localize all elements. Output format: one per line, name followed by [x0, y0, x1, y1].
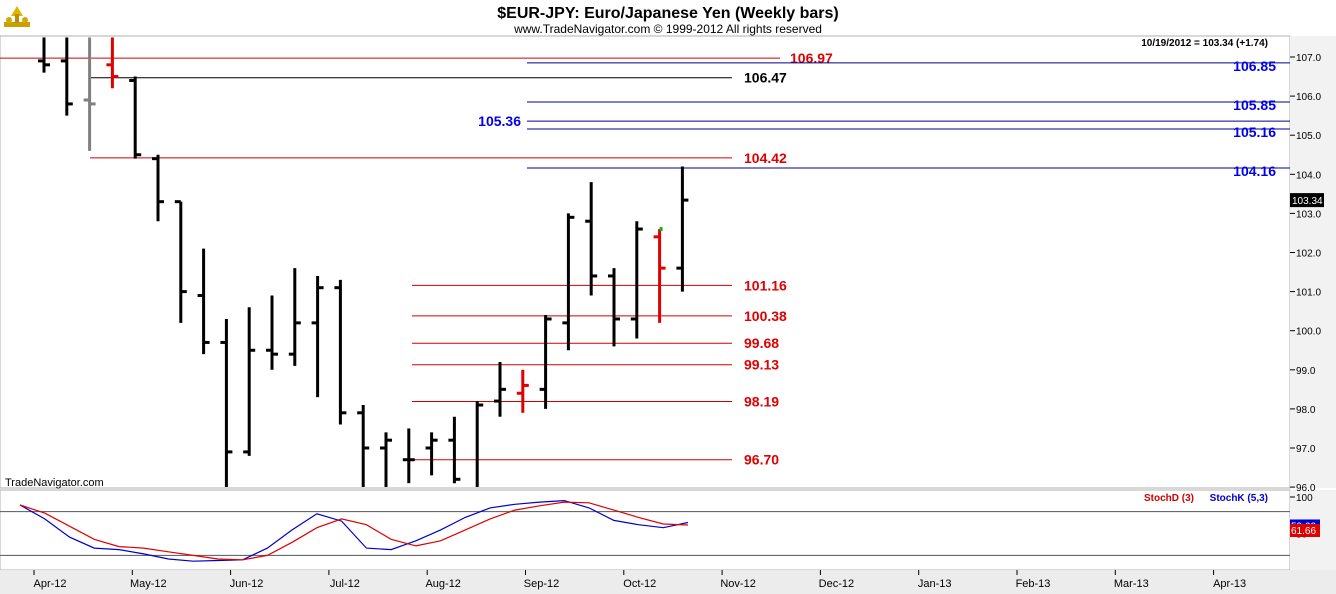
time-tick-label: Mar-13 — [1114, 578, 1149, 590]
time-axis — [0, 570, 1336, 594]
price-bar — [676, 166, 689, 292]
stochastic-panel — [0, 489, 1291, 571]
price-bar — [402, 428, 415, 484]
price-tick-label: 96.0 — [1296, 483, 1316, 494]
price-bar — [380, 432, 392, 487]
level-label-105.85: 105.85 — [1233, 97, 1276, 113]
time-axis-labels: Apr-12 May-12 Jun-12 Jul-12 Aug-12 Sep-12 Oct-… — [33, 570, 1246, 590]
price-bar — [516, 369, 529, 413]
price-tick-label: 101.0 — [1296, 288, 1321, 299]
price-tick-label: 98.0 — [1296, 405, 1316, 416]
price-bar — [220, 318, 233, 487]
price-tick-label: 103.0 — [1296, 209, 1321, 220]
price-tick-label: 106.0 — [1296, 92, 1321, 103]
level-label-101.16: 101.16 — [744, 277, 787, 293]
price-bars — [38, 37, 689, 487]
price-tick-label: 97.0 — [1296, 444, 1316, 455]
price-bar — [288, 268, 301, 366]
copyright-text: www.TradeNavigator.com © 1999-2012 All r… — [513, 22, 822, 36]
support-resistance-levels: 106.97 106.85 106.47 105.85 105.36 105.16 104.… — [0, 50, 1290, 468]
level-label-105.36: 105.36 — [478, 113, 521, 129]
price-bar — [539, 315, 552, 409]
price-bar — [129, 76, 142, 159]
level-label-104.16: 104.16 — [1233, 163, 1276, 179]
price-bar — [475, 401, 484, 487]
stoch-line-k — [19, 499, 689, 562]
level-label-104.42: 104.42 — [744, 150, 787, 166]
stochd-value-box — [1290, 523, 1320, 537]
price-bar — [585, 182, 598, 296]
price-bar — [106, 37, 119, 89]
price-bar — [83, 37, 96, 151]
price-bar — [38, 37, 50, 73]
price-bar — [197, 248, 210, 355]
price-axis — [1290, 36, 1336, 488]
stoch-line-d — [19, 501, 689, 561]
time-tick-label: Oct-12 — [623, 578, 656, 590]
price-bar — [334, 279, 347, 425]
price-bar — [608, 268, 620, 347]
level-label-96.70: 96.70 — [744, 452, 779, 468]
time-tick-label: Sep-12 — [524, 578, 559, 590]
level-label-99.13: 99.13 — [744, 357, 779, 373]
last-price-box — [1290, 193, 1324, 208]
stoch-tick-label: 100 — [1296, 493, 1313, 504]
time-tick-label: May-12 — [130, 578, 167, 590]
price-bar — [630, 221, 643, 339]
level-label-106.47: 106.47 — [744, 70, 787, 86]
level-label-106.97: 106.97 — [790, 50, 833, 66]
price-tick-label: 105.0 — [1296, 131, 1321, 142]
price-bar — [152, 154, 164, 222]
time-tick-label: Apr-12 — [33, 578, 66, 590]
price-bar — [311, 275, 324, 398]
price-bar — [425, 432, 438, 476]
price-panel — [0, 35, 1291, 489]
price-axis-labels: 96.0 97.0 98.0 99.0 100.0 101.0 102.0 103.0 104.… — [1290, 53, 1324, 494]
quote-readout: 10/19/2012 = 103.34 (+1.74) — [1141, 38, 1268, 49]
stochd-value-label: 61.66 — [1291, 526, 1316, 537]
price-bar — [562, 213, 575, 351]
price-tick-label: 107.0 — [1296, 53, 1321, 64]
time-tick-label: Aug-12 — [425, 578, 460, 590]
level-label-99.68: 99.68 — [744, 335, 779, 351]
chart-title: $EUR-JPY: Euro/Japanese Yen (Weekly bars… — [497, 5, 838, 22]
price-bar — [243, 307, 256, 456]
time-tick-label: Jul-12 — [330, 578, 360, 590]
level-label-98.19: 98.19 — [744, 393, 779, 409]
price-tick-label: 99.0 — [1296, 366, 1316, 377]
stochastic-lines: 5010059.6061.66 — [0, 493, 1320, 562]
logo-icon — [4, 6, 30, 27]
price-tick-label: 102.0 — [1296, 249, 1321, 260]
time-tick-label: Nov-12 — [720, 578, 755, 590]
price-bar — [174, 200, 187, 323]
watermark-text: TradeNavigator.com — [5, 477, 104, 489]
price-bar — [448, 416, 461, 484]
level-label-100.38: 100.38 — [744, 308, 787, 324]
signal-marker — [659, 227, 663, 232]
price-bar — [60, 37, 73, 116]
time-tick-label: Apr-13 — [1213, 578, 1246, 590]
price-bar — [357, 404, 370, 487]
last-price-label: 103.34 — [1292, 196, 1323, 207]
stochd-legend: StochD (3) — [1144, 493, 1194, 504]
price-tick-label: 100.0 — [1296, 327, 1321, 338]
price-bar — [653, 229, 666, 323]
stochk-legend: StochK (5,3) — [1210, 493, 1268, 504]
price-bar — [494, 361, 506, 417]
level-label-106.85: 106.85 — [1233, 58, 1276, 74]
time-tick-label: Jan-13 — [918, 578, 952, 590]
price-tick-label: 104.0 — [1296, 170, 1321, 181]
time-tick-label: Jun-12 — [230, 578, 264, 590]
level-label-105.16: 105.16 — [1233, 124, 1276, 140]
time-tick-label: Dec-12 — [819, 578, 854, 590]
price-bar — [266, 295, 278, 370]
time-tick-label: Feb-13 — [1016, 578, 1051, 590]
